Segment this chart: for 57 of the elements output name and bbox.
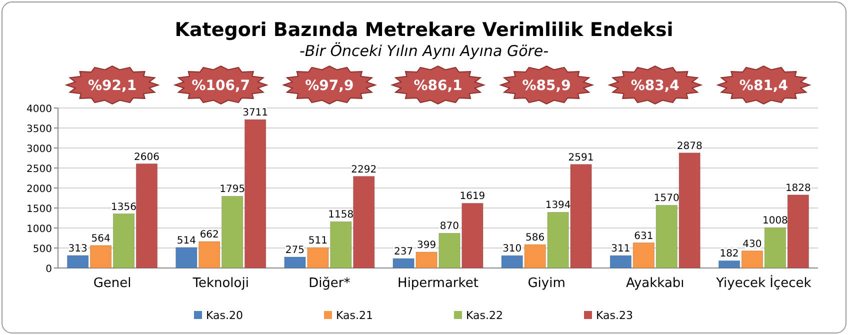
y-tick-label: 0 — [46, 264, 52, 275]
data-label: 2606 — [134, 152, 160, 163]
y-tick-label: 2000 — [26, 184, 52, 195]
data-label: 310 — [502, 244, 522, 255]
y-tick-label: 4000 — [26, 104, 52, 115]
y-tick-label: 500 — [32, 244, 52, 255]
data-label: 1619 — [460, 191, 486, 202]
data-label: 511 — [308, 236, 328, 247]
x-tick-label: Hipermarket — [398, 276, 478, 291]
data-label: 870 — [440, 221, 460, 232]
chart-subtitle: -Bir Önceki Yılın Aynı Ayına Göre- — [299, 42, 549, 60]
text: %81,4 — [739, 78, 788, 94]
legend-label: Kas.20 — [206, 309, 243, 322]
text: %106,7 — [192, 78, 250, 94]
x-tick-label: Teknoloji — [192, 276, 249, 291]
data-label: 430 — [742, 238, 762, 250]
data-label: 2591 — [568, 152, 594, 164]
data-label: 2292 — [351, 164, 377, 176]
x-tick-label: Diğer* — [308, 276, 351, 291]
y-tick-label: 2500 — [26, 164, 52, 175]
text: %92,1 — [88, 78, 137, 94]
data-label: 1828 — [785, 182, 811, 194]
data-label: 2878 — [676, 140, 702, 152]
data-label: 3711 — [242, 108, 268, 119]
data-label: 1570 — [654, 193, 680, 204]
data-label: 1008 — [762, 216, 788, 227]
data-label: 662 — [200, 230, 219, 241]
text: %97,9 — [305, 78, 354, 94]
legend-label: Kas.22 — [466, 309, 503, 322]
y-tick-label: 3500 — [26, 124, 52, 135]
data-label: 1394 — [545, 200, 571, 212]
data-label: 275 — [285, 245, 305, 256]
x-tick-label: Yiyecek İçecek — [715, 275, 812, 291]
y-tick-label: 1000 — [26, 224, 52, 235]
data-label: 631 — [634, 230, 654, 242]
data-label: 313 — [68, 243, 88, 254]
data-label: 237 — [394, 246, 414, 258]
text: %85,9 — [522, 78, 571, 94]
x-tick-label: Genel — [93, 276, 132, 291]
y-tick-label: 1500 — [26, 204, 52, 215]
y-tick-label: 3000 — [26, 144, 52, 155]
x-tick-label: Giyim — [528, 276, 566, 291]
data-label: 1356 — [111, 202, 136, 213]
data-label: 586 — [526, 232, 545, 244]
legend-label: Kas.21 — [336, 309, 373, 322]
data-label: 311 — [611, 244, 630, 255]
chart-title: Kategori Bazında Metrekare Verimlilik Endeksi — [174, 19, 674, 41]
x-tick-label: Ayakkabı — [626, 276, 684, 291]
data-label: 182 — [720, 248, 739, 260]
data-label: 1795 — [220, 184, 246, 196]
legend-label: Kas.23 — [596, 309, 633, 322]
text: %83,4 — [630, 78, 680, 94]
data-label: 564 — [91, 233, 110, 244]
data-label: 399 — [416, 240, 436, 252]
data-label: 514 — [176, 235, 196, 246]
text: %86,1 — [414, 78, 462, 94]
data-label: 1158 — [328, 210, 354, 221]
